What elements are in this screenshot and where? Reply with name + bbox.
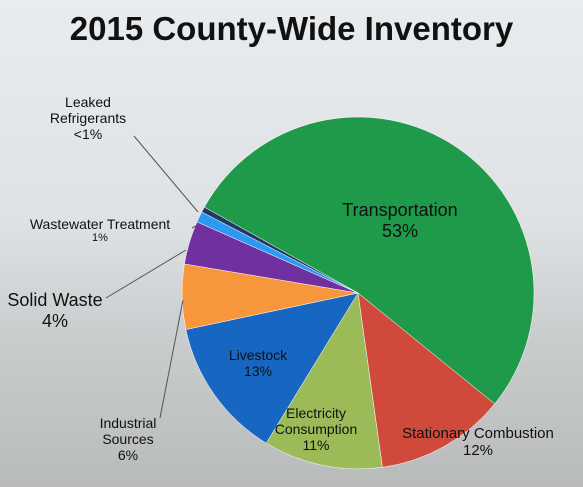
pie-slice <box>265 292 383 470</box>
pie-slice <box>204 116 535 405</box>
value-label: 13% <box>243 363 273 380</box>
leader-line <box>133 135 199 213</box>
value-label: 4% <box>41 310 68 331</box>
value-label: 53% <box>381 220 419 241</box>
slice-label: Leaked Refrigerants <1% <box>38 94 138 142</box>
slice-label: Stationary Combustion 12% <box>368 425 583 460</box>
leader-line <box>105 249 187 299</box>
category-label: Stationary Combustion <box>402 425 554 442</box>
slice-label: Industrial Sources 6% <box>83 415 173 463</box>
category-label: Solid Waste <box>7 290 103 310</box>
slice-label: Transportation 53% <box>300 200 500 241</box>
slice-label: Solid Waste 4% <box>0 290 115 331</box>
value-label: 1% <box>92 232 108 245</box>
value-label: <1% <box>73 126 103 143</box>
slice-label: Livestock 13% <box>208 347 308 379</box>
category-label: Transportation <box>342 200 458 220</box>
leader-line <box>191 225 197 229</box>
slices <box>181 116 535 470</box>
pie-slice <box>201 206 359 294</box>
category-label: Wastewater Treatment <box>29 216 171 232</box>
slice-label: Electricity Consumption 11% <box>271 405 361 453</box>
slice-label: Wastewater Treatment 1% <box>10 216 190 245</box>
value-label: 11% <box>302 437 330 454</box>
pie-slice <box>357 292 496 468</box>
category-label: Electricity Consumption <box>274 405 358 438</box>
category-label: Leaked Refrigerants <box>49 94 127 127</box>
category-label: Livestock <box>228 347 288 363</box>
value-label: 6% <box>117 447 139 464</box>
pie-slice <box>185 292 359 444</box>
value-label: 12% <box>462 442 494 460</box>
chart-title: 2015 County-Wide Inventory <box>69 10 514 47</box>
leader-line <box>159 299 184 419</box>
category-label: Industrial Sources <box>99 415 157 448</box>
